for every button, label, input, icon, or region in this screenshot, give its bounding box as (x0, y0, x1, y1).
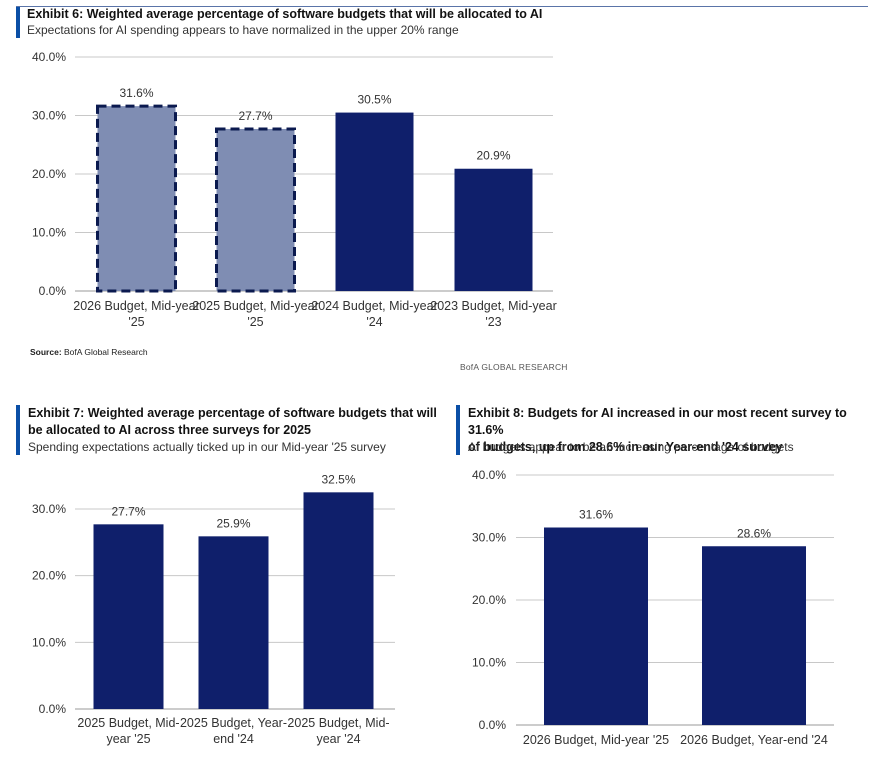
y-tick-label: 30.0% (32, 502, 66, 516)
bar-value-label: 31.6% (119, 86, 153, 100)
x-category-label: '25 (128, 315, 144, 329)
exhibit8-title-line1: Exhibit 8: Budgets for AI increased in o… (468, 406, 847, 437)
bar (96, 104, 177, 293)
x-category-label: 2026 Budget, Year-end '24 (680, 733, 828, 747)
bar-value-label: 25.9% (216, 516, 250, 530)
bar (454, 168, 533, 291)
y-tick-label: 10.0% (32, 226, 66, 240)
x-category-label: 2025 Budget, Year- (180, 716, 287, 730)
exhibit6-subtitle: Expectations for AI spending appears to … (27, 23, 459, 37)
bar (215, 127, 296, 293)
bofa-brand-mark: BofA GLOBAL RESEARCH (460, 362, 568, 372)
bar-value-label: 32.5% (321, 472, 355, 486)
bar-value-label: 27.7% (111, 504, 145, 518)
x-category-label: '23 (485, 315, 501, 329)
y-tick-label: 0.0% (479, 718, 507, 732)
x-category-label: '24 (366, 315, 382, 329)
x-category-label: '25 (247, 315, 263, 329)
y-tick-label: 0.0% (39, 702, 67, 716)
exhibit6-source: Source: BofA Global Research (30, 347, 148, 357)
exhibit8-title: Exhibit 8: Budgets for AI increased in o… (468, 405, 879, 456)
source-label: Source: (30, 347, 62, 357)
x-category-label: year '25 (106, 732, 150, 746)
x-category-label: 2023 Budget, Mid-year (430, 299, 556, 313)
exhibit7-title-line2: be allocated to AI across three surveys … (28, 423, 311, 437)
y-tick-label: 0.0% (39, 284, 67, 298)
exhibit8-subtitle: AI budgets appear to be an increasing pe… (468, 440, 794, 454)
exhibit6-accent-bar (16, 7, 20, 38)
x-category-label: 2026 Budget, Mid-year (73, 299, 199, 313)
exhibit7-subtitle: Spending expectations actually ticked up… (28, 440, 386, 454)
bar-value-label: 20.9% (476, 149, 510, 163)
exhibit7-title-line1: Exhibit 7: Weighted average percentage o… (28, 406, 437, 420)
y-tick-label: 20.0% (32, 167, 66, 181)
x-category-label: 2025 Budget, Mid- (287, 716, 389, 730)
bar-value-label: 27.7% (238, 109, 272, 123)
bar-value-label: 31.6% (579, 508, 613, 522)
exhibit7-title: Exhibit 7: Weighted average percentage o… (28, 405, 437, 439)
exhibit8-title-line2: of budgets, up from 28.6% in our Year-en… (468, 440, 783, 454)
x-category-label: 2025 Budget, Mid- (77, 716, 179, 730)
exhibit6-title: Exhibit 6: Weighted average percentage o… (27, 7, 543, 21)
top-divider (16, 6, 868, 7)
x-category-label: 2026 Budget, Mid-year '25 (523, 733, 669, 747)
bar-value-label: 30.5% (357, 93, 391, 107)
x-category-label: 2025 Budget, Mid-year (192, 299, 318, 313)
source-text: BofA Global Research (61, 347, 148, 357)
bar-value-label: 28.6% (737, 526, 771, 540)
y-tick-label: 40.0% (472, 468, 506, 482)
bar (335, 112, 414, 291)
exhibit7-accent-bar (16, 405, 20, 455)
bar (702, 546, 806, 725)
y-tick-label: 30.0% (32, 109, 66, 123)
bar (198, 536, 269, 709)
x-category-label: end '24 (213, 732, 254, 746)
x-category-label: 2024 Budget, Mid-year (311, 299, 437, 313)
bar (544, 527, 648, 725)
y-tick-label: 20.0% (472, 593, 506, 607)
y-tick-label: 30.0% (472, 531, 506, 545)
y-tick-label: 10.0% (472, 656, 506, 670)
bar (93, 524, 164, 709)
y-tick-label: 10.0% (32, 635, 66, 649)
bar (303, 492, 374, 709)
y-tick-label: 40.0% (32, 50, 66, 64)
exhibit8-accent-bar (456, 405, 460, 455)
x-category-label: year '24 (316, 732, 360, 746)
y-tick-label: 20.0% (32, 569, 66, 583)
